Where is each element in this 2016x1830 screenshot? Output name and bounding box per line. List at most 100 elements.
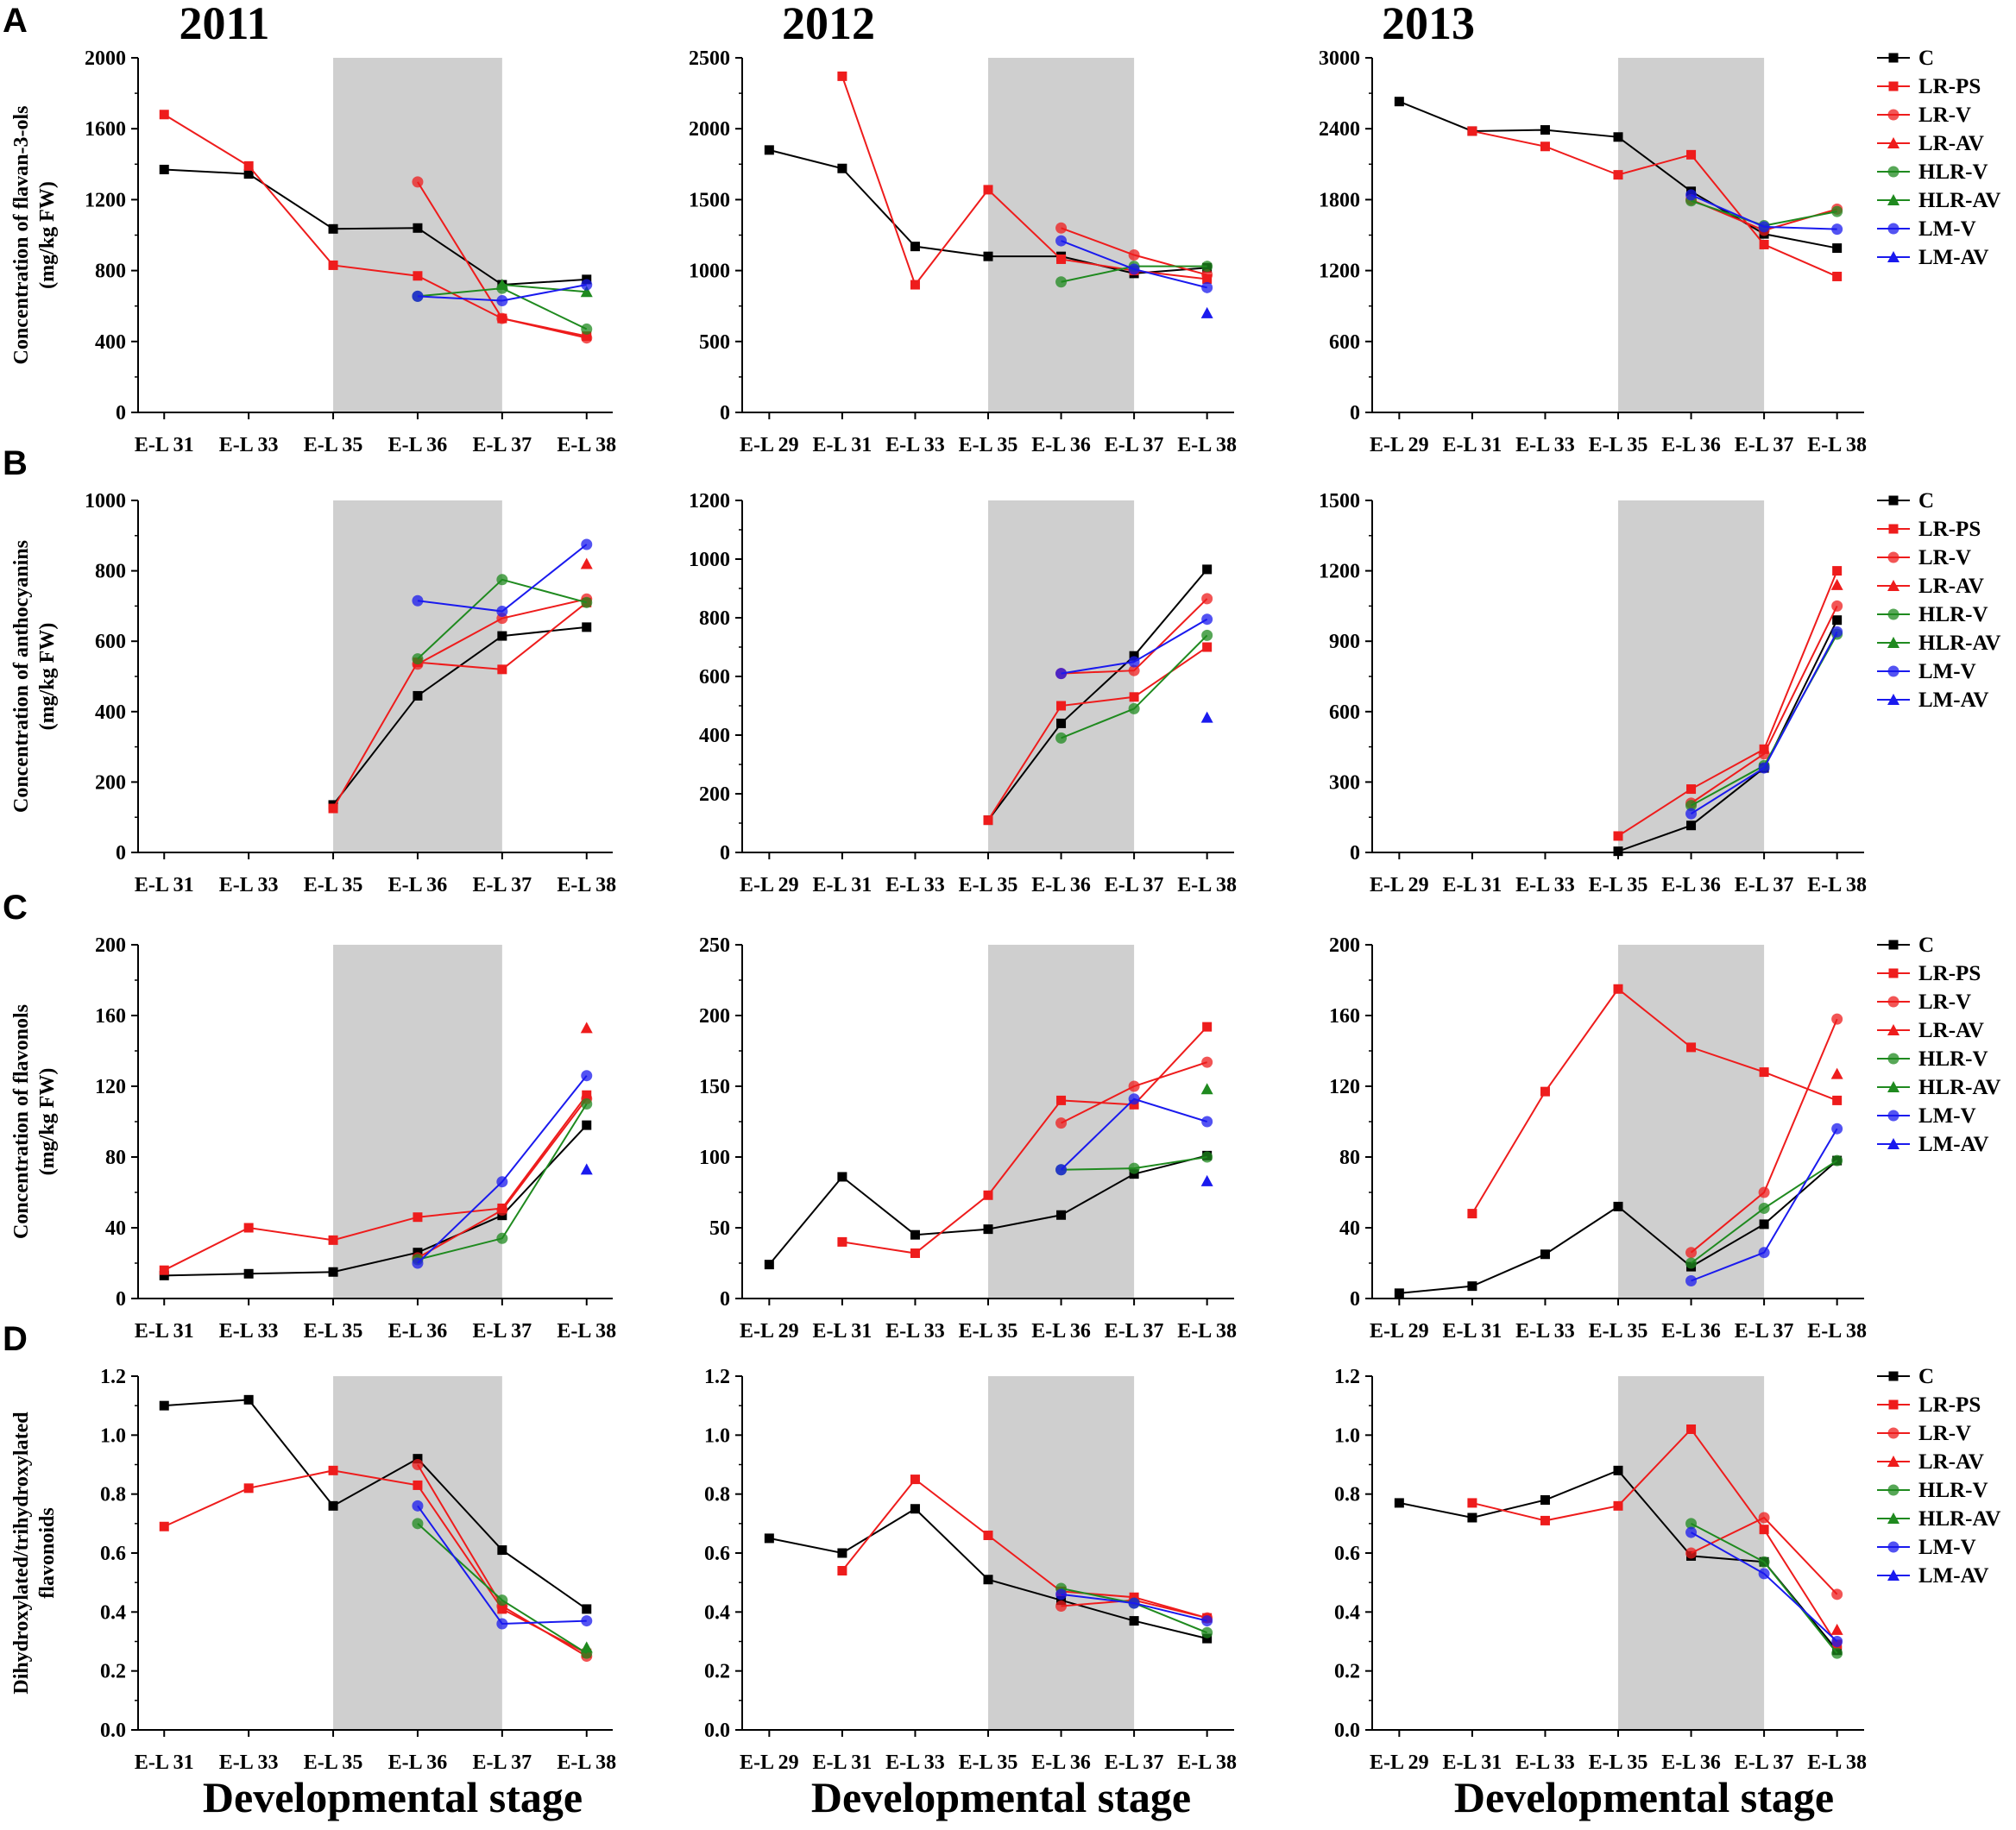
y-tick-label: 1.0 xyxy=(100,1424,126,1447)
x-tick-label: E-L 33 xyxy=(885,874,945,896)
y-axis-title: Dihydroxylated/trihydroxylated flavonoids xyxy=(10,1412,59,1695)
data-point-LR-V xyxy=(1055,1117,1068,1129)
y-tick-label: 1.0 xyxy=(704,1424,730,1447)
data-point-LR-V xyxy=(1201,269,1213,281)
x-tick-label: E-L 36 xyxy=(1031,1320,1091,1343)
x-tick-label: E-L 36 xyxy=(1661,434,1721,456)
x-tick-label: E-L 33 xyxy=(1515,874,1575,896)
x-tick-label: E-L 37 xyxy=(1105,1320,1164,1343)
data-point-HLR-V xyxy=(1201,1626,1213,1638)
data-point-C xyxy=(413,223,423,233)
y-tick-label: 400 xyxy=(95,331,126,354)
data-point-HLR-V xyxy=(581,1098,593,1110)
data-point-LR-PS xyxy=(159,1265,169,1275)
x-tick-label: E-L 33 xyxy=(885,434,945,456)
series-line-LR-PS xyxy=(163,1469,588,1655)
data-point-C xyxy=(1129,1616,1139,1626)
legend-marker xyxy=(1887,694,1899,705)
legend-item-LR-V: LR-V xyxy=(1918,546,1971,569)
y-tick-label: 3000 xyxy=(1319,47,1360,70)
legend-item-LR-PS: LR-PS xyxy=(1918,962,1981,985)
data-point-LR-PS xyxy=(1540,1086,1550,1097)
data-point-LM-V xyxy=(581,538,593,550)
x-tick-label: E-L 35 xyxy=(959,1320,1018,1343)
x-tick-label: E-L 29 xyxy=(1370,434,1429,456)
y-tick-label: 1800 xyxy=(1319,189,1360,211)
series-line-LR-PS xyxy=(1471,1427,1838,1645)
series-line-C xyxy=(164,1399,588,1610)
panel-label-D: D xyxy=(3,1320,28,1358)
y-tick-label: 0 xyxy=(116,842,126,865)
x-tick-label: E-L 33 xyxy=(219,434,279,456)
legend-marker xyxy=(1887,1024,1899,1035)
data-point-LR-V xyxy=(1128,664,1140,676)
data-point-LR-PS xyxy=(159,1521,169,1531)
data-point-C xyxy=(159,164,169,174)
y-tick-label: 160 xyxy=(95,1005,126,1028)
data-point-LR-PS xyxy=(1832,1095,1843,1105)
data-point-LR-V xyxy=(496,1204,508,1216)
data-point-LM-V xyxy=(1201,281,1213,293)
legend-item-LR-V: LR-V xyxy=(1918,104,1971,127)
chart-C-2011: 0 40 80 120 160 200 E-L 31 E-L 33 E-L 35 E-L 36 E-… xyxy=(3,889,616,1343)
data-point-HLR-V xyxy=(496,574,508,586)
data-point-LR-PS xyxy=(413,1480,423,1490)
x-tick-label: E-L 31 xyxy=(135,434,194,456)
data-point-HLR-V xyxy=(1831,205,1843,217)
data-point-HLR-AV xyxy=(580,286,593,298)
legend-marker xyxy=(1887,194,1899,205)
data-point-C xyxy=(1056,1210,1067,1220)
data-point-HLR-V xyxy=(581,323,593,335)
data-point-C xyxy=(1540,125,1550,135)
data-point-LR-PS xyxy=(1056,1095,1067,1105)
data-point-LR-PS xyxy=(1686,149,1697,160)
x-tick-label: E-L 38 xyxy=(1807,1751,1867,1774)
data-point-LR-AV xyxy=(1830,1623,1843,1635)
legend-marker xyxy=(1887,1569,1899,1581)
data-point-C xyxy=(1613,132,1623,142)
y-tick-label: 400 xyxy=(699,725,730,747)
data-point-C xyxy=(910,1229,920,1240)
data-point-C xyxy=(1832,615,1843,626)
chart-B-2011: 0 200 400 600 800 1000 E-L 31 E-L 33 E-L 35 E-L 3… xyxy=(3,444,616,896)
legend-marker xyxy=(1888,1399,1899,1410)
data-point-C xyxy=(1129,1169,1139,1179)
y-tick-label: 80 xyxy=(1339,1147,1360,1169)
x-tick-label: E-L 33 xyxy=(885,1751,945,1774)
data-point-LM-V xyxy=(1685,1275,1698,1286)
chart-A-2012: 0 500 1000 1500 2000 2500 E-L 29 E-L 31 E-L 33 E-… xyxy=(689,47,1237,456)
legend-item-LR-AV: LR-AV xyxy=(1918,1450,1984,1474)
x-tick-label: E-L 35 xyxy=(1589,434,1648,456)
y-tick-label: 200 xyxy=(95,934,126,957)
data-point-C xyxy=(328,1500,338,1511)
x-tick-label: E-L 35 xyxy=(304,874,363,896)
data-point-HLR-V xyxy=(496,1594,508,1607)
data-point-C xyxy=(328,223,338,234)
data-point-C xyxy=(243,1268,254,1279)
data-point-LR-V xyxy=(1758,748,1770,760)
y-tick-label: 900 xyxy=(1329,631,1360,653)
x-tick-label: E-L 36 xyxy=(1661,1320,1721,1343)
y-tick-label: 0 xyxy=(720,402,730,424)
x-tick-label: E-L 33 xyxy=(1515,1751,1575,1774)
data-point-LR-V xyxy=(581,332,593,344)
data-point-HLR-V xyxy=(1201,629,1213,641)
data-point-C xyxy=(837,1172,847,1182)
data-point-C xyxy=(764,1260,774,1270)
data-point-C xyxy=(1613,1465,1623,1475)
x-tick-label: E-L 35 xyxy=(959,1751,1018,1774)
data-point-C xyxy=(764,1533,774,1544)
legend-marker xyxy=(1887,166,1899,178)
y-tick-label: 0.2 xyxy=(1334,1661,1360,1683)
x-tick-label: E-L 31 xyxy=(813,1320,873,1343)
y-tick-label: 0.4 xyxy=(1334,1601,1360,1624)
data-point-LM-V xyxy=(412,594,424,607)
y-tick-label: 0.0 xyxy=(704,1720,730,1742)
y-tick-label: 120 xyxy=(1329,1076,1360,1098)
x-tick-label: E-L 38 xyxy=(1177,1751,1237,1774)
data-point-LM-V xyxy=(1831,1123,1843,1135)
data-point-LM-V xyxy=(1831,223,1843,236)
data-point-LR-AV xyxy=(580,557,593,569)
x-tick-label: E-L 36 xyxy=(1031,1751,1091,1774)
year-label-2013: 2013 xyxy=(1382,0,1475,49)
